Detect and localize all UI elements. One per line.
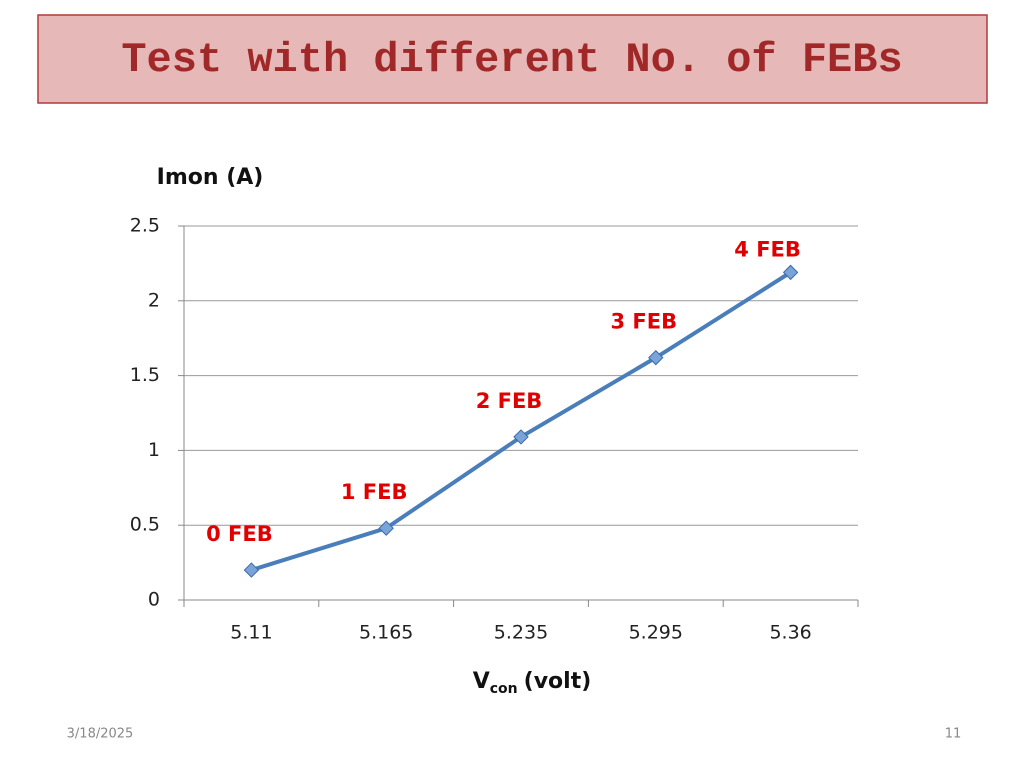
point-marker: [782, 264, 799, 281]
slide-title: Test with different No. of FEBs: [121, 36, 902, 84]
y-tick-label: 2.5: [130, 215, 160, 237]
y-tick-label: 1.5: [130, 364, 160, 386]
point-marker: [513, 429, 529, 445]
title-box: [37, 14, 988, 104]
x-axis-title: Vcon (volt): [473, 669, 592, 697]
y-tick-label: 0.5: [130, 514, 160, 536]
point-marker: [648, 349, 664, 366]
x-axis-title-main: V: [473, 669, 490, 694]
point-marker: [378, 520, 394, 536]
footer-date: 3/18/2025: [67, 727, 134, 742]
x-axis-title-unit: (volt): [524, 669, 592, 694]
point-marker: [243, 562, 260, 578]
x-tick-label: 5.295: [629, 622, 683, 644]
y-tick-label: 1: [148, 439, 160, 461]
point-label: 4 FEB: [734, 237, 801, 261]
x-tick-label: 5.235: [494, 622, 548, 644]
point-label: 3 FEB: [610, 310, 677, 334]
point-label: 1 FEB: [341, 480, 408, 504]
point-label: 2 FEB: [476, 389, 543, 413]
x-tick-label: 5.165: [359, 622, 413, 644]
point-label: 0 FEB: [206, 522, 273, 546]
y-tick-label: 0: [148, 589, 160, 611]
y-axis-title: Imon (A): [157, 165, 264, 190]
x-tick-label: 5.36: [769, 622, 811, 644]
page-number: 11: [945, 727, 962, 742]
y-tick-label: 2: [148, 289, 160, 311]
x-axis-title-sub: con: [490, 681, 518, 697]
x-tick-label: 5.11: [230, 622, 272, 644]
